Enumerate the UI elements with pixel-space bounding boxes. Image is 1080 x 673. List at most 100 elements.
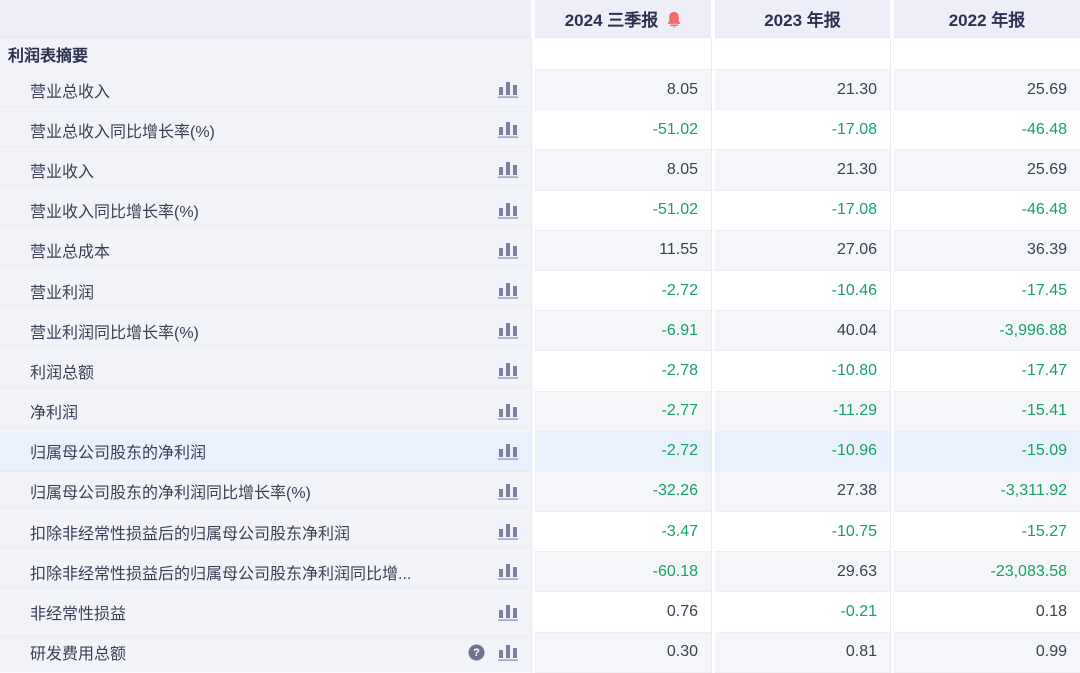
value-cell: 0.76 (535, 592, 711, 633)
value-text: -32.26 (652, 482, 698, 500)
bar-chart-icon[interactable] (498, 443, 518, 460)
row-icons (498, 604, 518, 621)
table-row[interactable]: 扣除非经常性损益后的归属母公司股东净利润同比增... -60.18 29.63 -23… (0, 552, 1080, 593)
column-divider (711, 552, 715, 593)
value-text: -17.08 (831, 201, 877, 219)
table-row[interactable]: 营业利润同比增长率(%) -6.91 40.04 -3,996.88 (0, 311, 1080, 352)
bar-chart-icon[interactable] (498, 563, 518, 581)
column-divider (890, 431, 894, 472)
table-row[interactable]: 扣除非经常性损益后的归属母公司股东净利润 -3.47 -10.75 -15.27 (0, 512, 1080, 553)
column-divider (531, 230, 535, 271)
value-text: -10.96 (831, 442, 877, 460)
column-divider (890, 592, 894, 633)
bar-chart-icon[interactable] (498, 362, 518, 380)
value-cell: -51.02 (535, 110, 711, 151)
bar-chart-icon[interactable] (498, 282, 518, 300)
table-row[interactable]: 非经常性损益 0.76 -0.21 0.18 (0, 592, 1080, 633)
column-divider (531, 552, 535, 593)
column-divider (890, 270, 894, 312)
value-cell: -15.09 (894, 431, 1080, 472)
row-icons: ? (468, 644, 518, 661)
row-label: 归属母公司股东的净利润同比增长率(%) (30, 485, 311, 503)
bar-chart-icon[interactable] (498, 604, 518, 621)
column-divider (531, 70, 535, 111)
value-text: 11.55 (659, 241, 698, 259)
table-row[interactable]: 利润总额 -2.78 -10.80 -17.47 (0, 351, 1080, 392)
value-cell: -2.72 (535, 270, 711, 312)
value-cell: -15.41 (894, 391, 1080, 432)
column-divider (711, 150, 715, 191)
bar-chart-icon[interactable] (498, 483, 518, 500)
bar-chart-icon[interactable] (498, 121, 518, 139)
bar-chart-icon[interactable] (498, 242, 518, 259)
value-text: -3.47 (661, 522, 698, 540)
table-row[interactable]: 研发费用总额? 0.30 0.81 0.99 (0, 632, 1080, 673)
value-text: 27.06 (836, 241, 877, 259)
value-text: -15.41 (1021, 402, 1067, 420)
row-label-cell: 扣除非经常性损益后的归属母公司股东净利润 (0, 512, 531, 553)
value-text: 25.69 (1026, 160, 1067, 178)
row-label-cell: 扣除非经常性损益后的归属母公司股东净利润同比增... (0, 552, 531, 593)
table-row[interactable]: 营业总收入同比增长率(%) -51.02 -17.08 -46.48 (0, 110, 1080, 151)
value-cell: -15.27 (894, 512, 1080, 553)
table-row[interactable]: 营业总成本 11.55 27.06 36.39 (0, 230, 1080, 271)
row-label-cell: 营业总成本 (0, 230, 531, 271)
value-cell: -3,996.88 (894, 311, 1080, 352)
column-header-2022[interactable]: 2022 年报 (894, 0, 1080, 38)
column-header-2024-q3[interactable]: 2024 三季报 (535, 0, 711, 38)
row-label: 利润总额 (30, 364, 95, 382)
table-row[interactable]: 营业收入同比增长率(%) -51.02 -17.08 -46.48 (0, 190, 1080, 231)
value-text: -0.21 (840, 603, 877, 621)
value-cell: -10.75 (715, 512, 890, 553)
bar-chart-icon[interactable] (498, 202, 518, 219)
table-row[interactable]: 归属母公司股东的净利润同比增长率(%) -32.26 27.38 -3,311.92 (0, 471, 1080, 513)
bar-chart-icon[interactable] (498, 161, 518, 179)
bar-chart-icon[interactable] (498, 403, 518, 420)
table-row[interactable]: 营业总收入 8.05 21.30 25.69 (0, 70, 1080, 111)
column-header-2023[interactable]: 2023 年报 (715, 0, 890, 38)
column-divider (711, 311, 715, 352)
value-cell: 21.30 (715, 150, 890, 191)
bar-chart-icon[interactable] (498, 644, 518, 661)
column-divider (890, 190, 894, 231)
value-cell: -11.29 (715, 391, 890, 432)
table-header-row: 2024 三季报 2023 年报 2022 年报 (0, 0, 1080, 38)
value-cell: -17.08 (715, 190, 890, 231)
bell-icon[interactable] (667, 11, 681, 28)
value-cell: -2.77 (535, 391, 711, 432)
value-text: -10.75 (831, 522, 877, 540)
table-row[interactable]: 营业收入 8.05 21.30 25.69 (0, 150, 1080, 191)
column-divider (531, 38, 535, 70)
value-text: -2.72 (661, 442, 698, 460)
row-icons (498, 121, 518, 139)
column-divider (890, 391, 894, 432)
value-cell: -2.72 (535, 431, 711, 472)
column-divider (711, 70, 715, 111)
empty-cell (535, 38, 711, 70)
table-row[interactable]: 净利润 -2.77 -11.29 -15.41 (0, 391, 1080, 432)
table-body: 营业总收入 8.05 21.30 25.69 营业总收入同比增长率(%) -51.02 -1… (0, 70, 1080, 673)
bar-chart-icon[interactable] (498, 523, 518, 541)
value-text: 21.30 (836, 80, 877, 98)
column-divider (531, 270, 535, 312)
table-row[interactable]: 营业利润 -2.72 -10.46 -17.45 (0, 270, 1080, 312)
column-divider (531, 311, 535, 352)
empty-cell (894, 38, 1080, 70)
value-cell: -17.08 (715, 110, 890, 151)
column-divider (531, 391, 535, 432)
column-divider (890, 632, 894, 673)
value-text: -46.48 (1021, 120, 1067, 138)
column-divider (531, 431, 535, 472)
column-divider (890, 38, 894, 70)
bar-chart-icon[interactable] (498, 81, 518, 99)
table-row[interactable]: 归属母公司股东的净利润 -2.72 -10.96 -15.09 (0, 431, 1080, 472)
row-label-cell: 利润总额 (0, 351, 531, 392)
row-label-cell: 营业总收入 (0, 70, 531, 111)
column-divider (531, 190, 535, 231)
column-divider (711, 632, 715, 673)
value-text: -51.02 (652, 201, 698, 219)
bar-chart-icon[interactable] (498, 322, 518, 340)
value-text: -3,996.88 (999, 321, 1067, 339)
question-icon[interactable]: ? (468, 644, 485, 661)
